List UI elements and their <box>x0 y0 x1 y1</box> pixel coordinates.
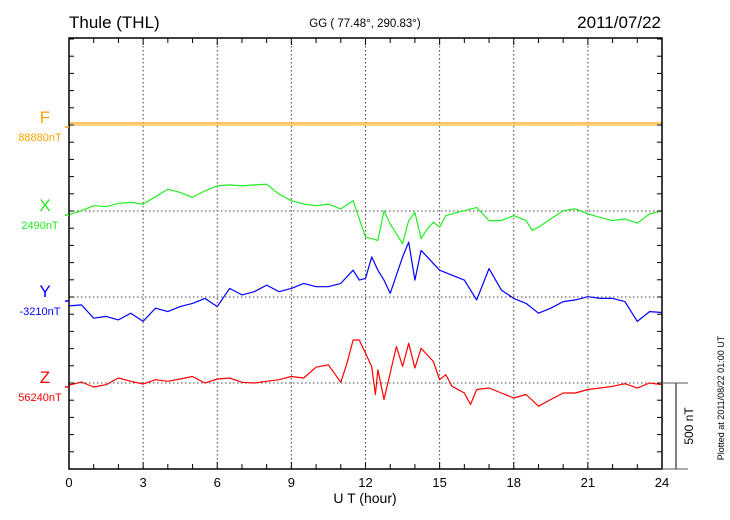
date-label: 2011/07/22 <box>577 13 661 32</box>
station-title: Thule (THL) <box>69 13 160 32</box>
x-tick-label: 24 <box>655 475 669 490</box>
series-line-y <box>68 241 663 322</box>
x-tick-label: 18 <box>507 475 521 490</box>
x-tick-label: 6 <box>214 475 221 490</box>
series-group <box>68 122 663 407</box>
series-name-x: X <box>39 196 50 215</box>
x-tick-label: 15 <box>432 475 446 490</box>
x-tick-label: 0 <box>65 475 72 490</box>
x-axis-label: U T (hour) <box>333 490 396 506</box>
series-line-x <box>68 183 663 245</box>
scale-bar-label: 500 nT <box>682 407 696 445</box>
series-baseline-y: -3210nT <box>20 306 61 318</box>
series-name-z: Z <box>40 368 50 387</box>
series-name-y: Y <box>39 282 50 301</box>
scale-bar: 500 nT <box>662 382 696 470</box>
series-baseline-x: 2490nT <box>21 220 59 232</box>
plotted-at-note: Plotted at 2011/08/22 01:00 UT <box>716 335 726 460</box>
series-labels: F 88880nT X 2490nT Y -3210nT Z 56240nT <box>18 108 69 404</box>
x-tick-label: 3 <box>140 475 147 490</box>
series-baseline-z: 56240nT <box>18 392 62 404</box>
x-tick-label: 9 <box>288 475 295 490</box>
coordinates-subtitle: GG ( 77.48°, 290.83°) <box>309 18 421 30</box>
grid <box>69 38 662 469</box>
axis-ticks: 0 3 6 9 12 15 18 21 24 <box>65 38 669 490</box>
x-tick-label: 21 <box>581 475 595 490</box>
series-line-z <box>68 339 663 407</box>
series-baseline-f: 88880nT <box>18 132 62 144</box>
series-name-f: F <box>40 108 50 127</box>
x-tick-label: 12 <box>358 475 372 490</box>
